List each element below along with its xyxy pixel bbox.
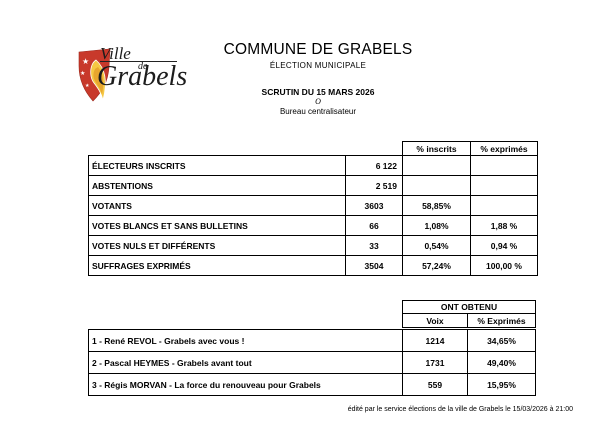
svg-text:★: ★	[82, 57, 89, 66]
logo-text-grabels: Grabels	[97, 61, 188, 92]
edition-footer: édité par le service élections de la vil…	[347, 406, 573, 413]
grabels-shield-icon: ★ ★ ★	[78, 48, 111, 102]
table-row: ONT OBTENU	[402, 300, 536, 314]
header-cell-pct-exprimes: % exprimés	[470, 141, 538, 156]
candidate-pct-exprimes: 34,65%	[467, 329, 536, 352]
logo-text-ville: Ville	[100, 44, 131, 63]
table-row: VOTES BLANCS ET SANS BULLETINS 66 1,08% …	[88, 215, 538, 236]
table-row: % inscrits % exprimés	[402, 141, 538, 156]
row-value: 66	[345, 215, 403, 236]
table-row: 1 - René REVOL - Grabels avec vous ! 121…	[88, 329, 536, 352]
row-label: VOTES BLANCS ET SANS BULLETINS	[88, 215, 346, 236]
row-pct-exprimes: 100,00 %	[470, 255, 538, 276]
row-pct-inscrits	[402, 175, 471, 196]
page-subtitle: ÉLECTION MUNICIPALE	[269, 61, 367, 70]
row-pct-inscrits: 57,24%	[402, 255, 471, 276]
scrutin-date-line: SCRUTIN DU 15 MARS 2026	[261, 87, 375, 97]
row-value: 6 122	[345, 155, 403, 176]
candidate-label: 2 - Pascal HEYMES - Grabels avant tout	[88, 351, 403, 374]
table-row: Voix % Exprimés	[402, 313, 536, 328]
row-value: 3504	[345, 255, 403, 276]
candidate-voix: 559	[402, 373, 468, 396]
row-value: 2 519	[345, 175, 403, 196]
candidates-table-header: ONT OBTENU Voix % Exprimés	[402, 300, 536, 328]
header-cell-ont-obtenu: ONT OBTENU	[402, 300, 536, 314]
row-pct-exprimes	[470, 175, 538, 196]
candidate-label: 3 - Régis MORVAN - La force du renouveau…	[88, 373, 403, 396]
row-label: ÉLECTEURS INSCRITS	[88, 155, 346, 176]
row-pct-exprimes	[470, 155, 538, 176]
candidate-pct-exprimes: 15,95%	[467, 373, 536, 396]
bureau-line: Bureau centralisateur	[279, 107, 357, 116]
header-cell-pct-inscrits: % inscrits	[402, 141, 471, 156]
results-table-header: % inscrits % exprimés	[402, 141, 538, 156]
table-row: VOTES NULS ET DIFFÉRENTS 33 0,54% 0,94 %	[88, 235, 538, 256]
candidate-voix: 1214	[402, 329, 468, 352]
row-value: 33	[345, 235, 403, 256]
table-row: ABSTENTIONS 2 519	[88, 175, 538, 196]
table-row: 3 - Régis MORVAN - La force du renouveau…	[88, 373, 536, 396]
logo-rule	[100, 61, 177, 62]
row-pct-exprimes: 1,88 %	[470, 215, 538, 236]
candidate-label: 1 - René REVOL - Grabels avec vous !	[88, 329, 403, 352]
table-row: 2 - Pascal HEYMES - Grabels avant tout 1…	[88, 351, 536, 374]
svg-text:★: ★	[80, 70, 85, 77]
header-cell-voix: Voix	[402, 313, 468, 328]
logo-text-de: de	[138, 61, 148, 72]
row-label: VOTES NULS ET DIFFÉRENTS	[88, 235, 346, 256]
candidate-voix: 1731	[402, 351, 468, 374]
row-pct-exprimes	[470, 195, 538, 216]
row-pct-inscrits	[402, 155, 471, 176]
candidate-pct-exprimes: 49,40%	[467, 351, 536, 374]
page-title: COMMUNE DE GRABELS	[223, 41, 413, 58]
row-pct-inscrits: 1,08%	[402, 215, 471, 236]
row-pct-inscrits: 58,85%	[402, 195, 471, 216]
candidates-table: 1 - René REVOL - Grabels avec vous ! 121…	[88, 329, 536, 396]
results-table: ÉLECTEURS INSCRITS 6 122 ABSTENTIONS 2 5…	[88, 155, 538, 276]
table-row: ÉLECTEURS INSCRITS 6 122	[88, 155, 538, 176]
row-value: 3603	[345, 195, 403, 216]
row-pct-exprimes: 0,94 %	[470, 235, 538, 256]
separator-ornament: O	[315, 97, 321, 106]
header-cell-pct-exprimes: % Exprimés	[467, 313, 536, 328]
row-label: ABSTENTIONS	[88, 175, 346, 196]
row-label: VOTANTS	[88, 195, 346, 216]
svg-text:★: ★	[85, 83, 90, 89]
row-pct-inscrits: 0,54%	[402, 235, 471, 256]
table-row: VOTANTS 3603 58,85%	[88, 195, 538, 216]
table-row: SUFFRAGES EXPRIMÉS 3504 57,24% 100,00 %	[88, 255, 538, 276]
row-label: SUFFRAGES EXPRIMÉS	[88, 255, 346, 276]
